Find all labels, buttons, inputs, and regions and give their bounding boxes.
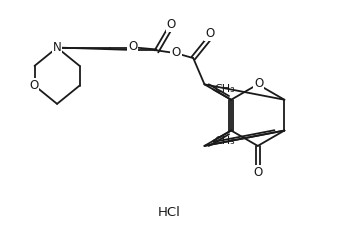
Text: O: O bbox=[29, 79, 38, 92]
Text: N: N bbox=[53, 41, 62, 54]
Text: CH₃: CH₃ bbox=[215, 84, 236, 95]
Text: O: O bbox=[205, 27, 214, 40]
Text: O: O bbox=[254, 77, 263, 90]
Text: O: O bbox=[128, 40, 137, 53]
Text: O: O bbox=[167, 18, 176, 31]
Text: O: O bbox=[171, 46, 181, 58]
Text: HCl: HCl bbox=[158, 206, 181, 219]
Text: CH₃: CH₃ bbox=[215, 136, 236, 146]
Text: O: O bbox=[253, 166, 262, 179]
